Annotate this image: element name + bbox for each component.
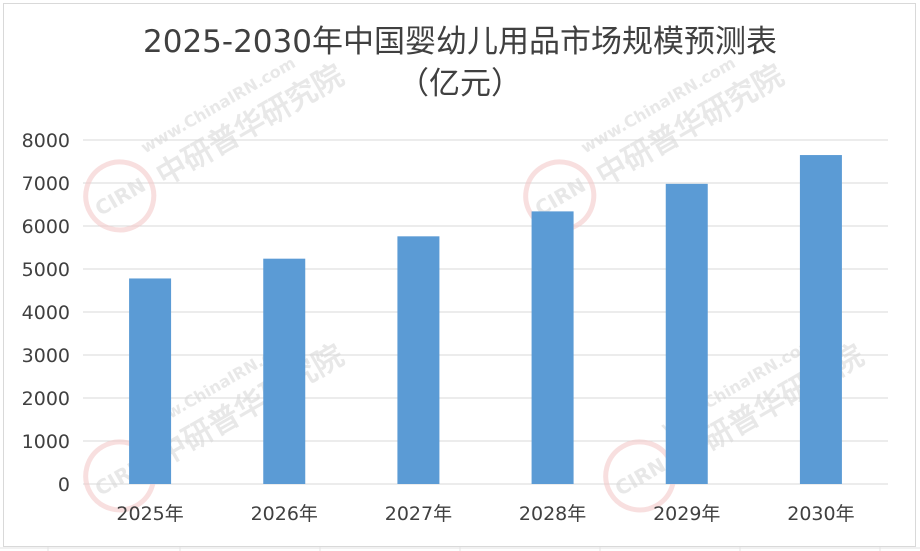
y-tick-label: 6000 (22, 216, 70, 238)
watermark-logo (523, 159, 597, 233)
x-tick-label: 2029年 (653, 503, 720, 525)
chart-subtitle: （亿元） (398, 66, 522, 102)
bar[interactable] (665, 183, 708, 485)
bar[interactable] (129, 278, 172, 484)
watermark-logo (83, 159, 157, 233)
x-tick-label: 2028年 (519, 503, 586, 525)
x-tick-label: 2026年 (251, 503, 318, 525)
bar[interactable] (799, 155, 842, 485)
y-tick-label: 1000 (22, 431, 70, 453)
bar[interactable] (531, 211, 574, 484)
y-tick-label: 4000 (22, 302, 70, 324)
bar[interactable] (397, 236, 440, 484)
x-tick-label: 2025年 (116, 503, 183, 525)
chart-title: 2025-2030年中国婴幼儿用品市场规模预测表 (143, 24, 777, 60)
watermark-logo-text: CIRN (611, 453, 670, 501)
bar[interactable] (263, 258, 306, 484)
x-tick-label: 2027年 (385, 503, 452, 525)
y-tick-label: 5000 (22, 259, 70, 281)
y-tick-label: 3000 (22, 345, 70, 367)
x-tick-label: 2030年 (787, 503, 854, 525)
watermark-logo-text: CIRN (91, 173, 150, 221)
y-tick-label: 2000 (22, 388, 70, 410)
y-tick-label: 8000 (22, 130, 70, 152)
y-tick-label: 0 (58, 474, 70, 496)
y-tick-label: 7000 (22, 173, 70, 195)
